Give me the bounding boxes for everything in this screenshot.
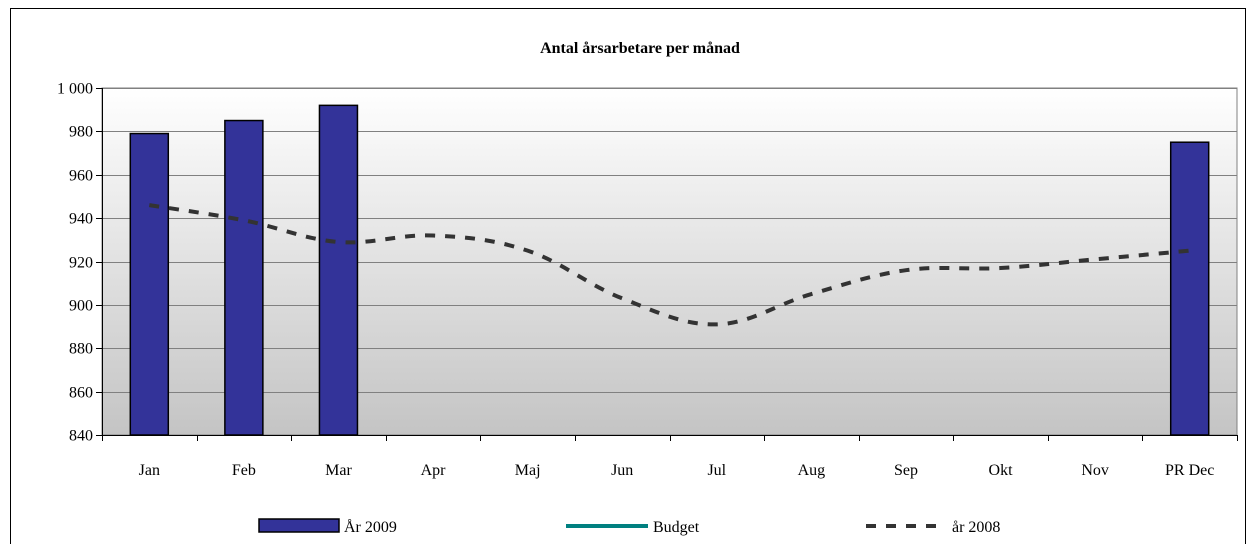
y-tick-label-960: 960 (69, 168, 93, 185)
y-tick-label-900: 900 (69, 298, 93, 315)
legend-label-budget: Budget (653, 519, 700, 536)
x-tick-label-8: Sep (894, 462, 918, 479)
y-tick-label-840: 840 (69, 428, 93, 445)
x-tick-label-7: Aug (798, 462, 826, 479)
x-tick-label-5: Jun (611, 462, 633, 479)
x-tick-label-1: Feb (232, 462, 256, 479)
x-tick-label-10: Nov (1081, 462, 1109, 479)
x-tick-label-3: Apr (421, 462, 447, 479)
y-tick-label-940: 940 (69, 211, 93, 228)
legend-label-2009: År 2009 (344, 518, 397, 536)
bar-Jan (130, 134, 168, 435)
bar-PR Dec (1171, 142, 1209, 435)
y-tick-label-1000: 1 000 (57, 81, 93, 98)
y-tick-label-920: 920 (69, 255, 93, 272)
x-tick-label-0: Jan (139, 462, 160, 479)
legend-swatch-2009 (259, 519, 339, 532)
chart-title: Antal årsarbetare per månad (540, 40, 740, 57)
x-tick-label-11: PR Dec (1165, 462, 1214, 479)
y-tick-label-860: 860 (69, 385, 93, 402)
bar-Mar (319, 105, 357, 435)
x-tick-label-9: Okt (989, 462, 1014, 479)
x-tick-label-2: Mar (325, 462, 352, 479)
y-tick-label-980: 980 (69, 124, 93, 141)
legend-label-2008: år 2008 (952, 519, 1000, 536)
x-tick-label-4: Maj (515, 462, 541, 479)
bar-Feb (225, 121, 263, 435)
x-tick-label-6: Jul (707, 462, 726, 479)
y-tick-label-880: 880 (69, 341, 93, 358)
